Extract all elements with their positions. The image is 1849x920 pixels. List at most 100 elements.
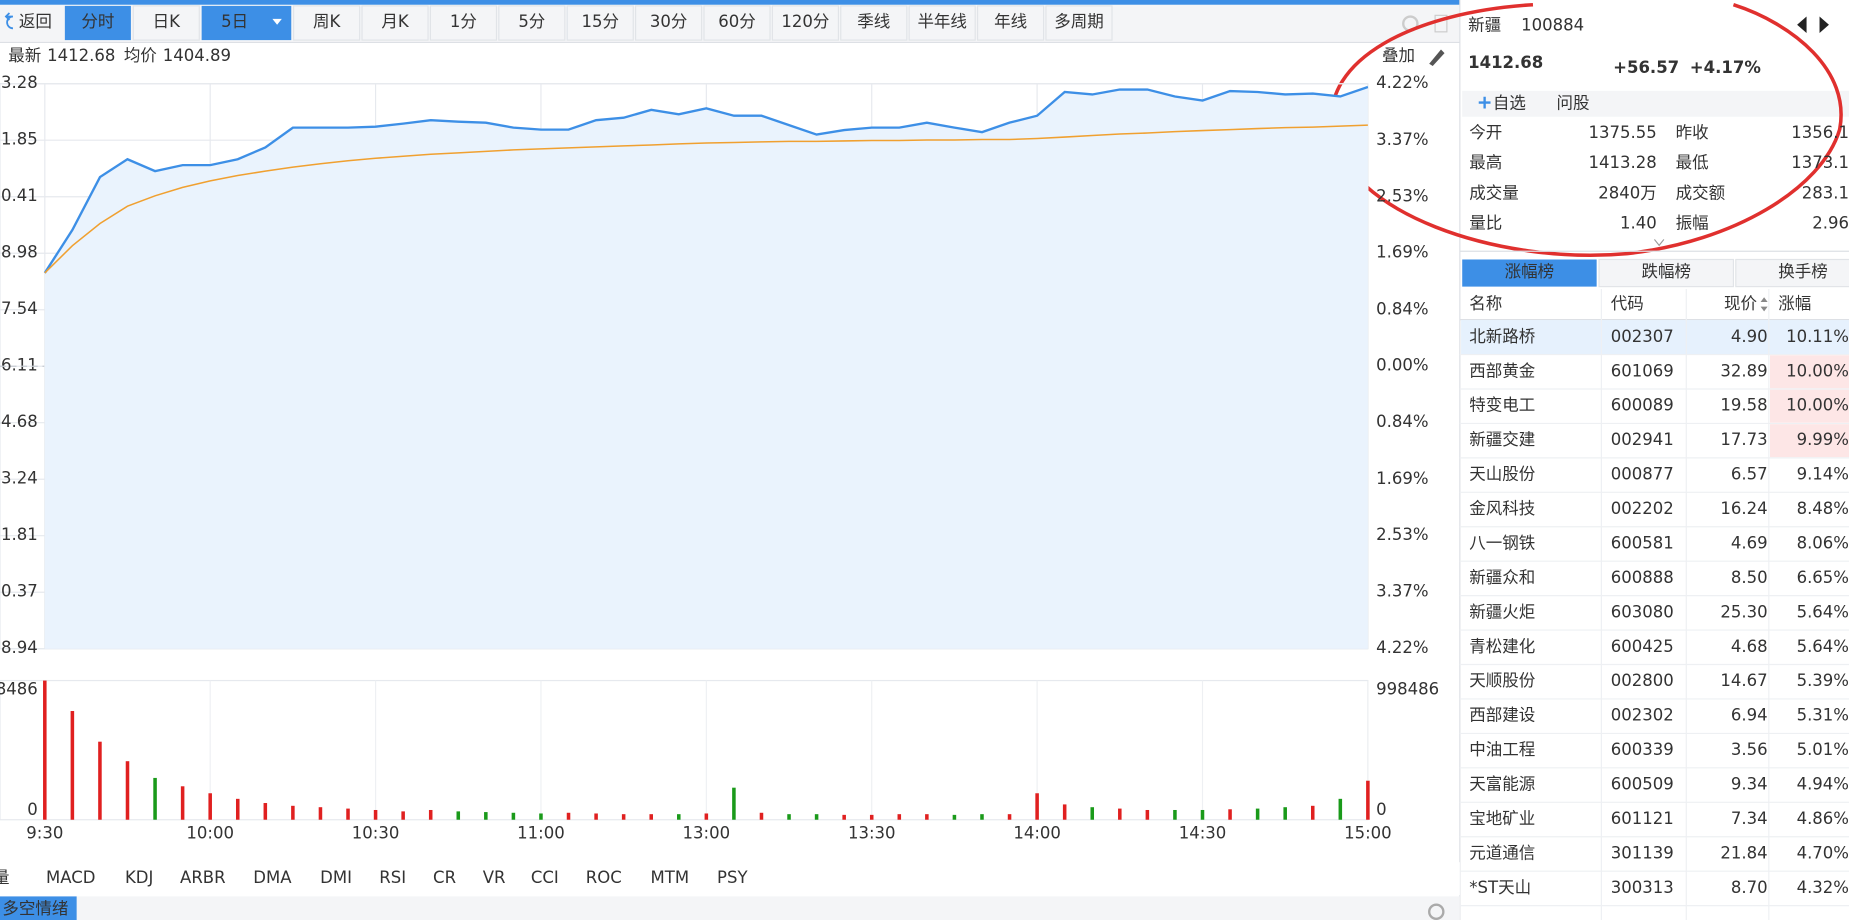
toolbar-tab[interactable] [132,5,200,41]
toolbar-tab-label[interactable]: 15分 [581,12,618,31]
ranking-cell[interactable]: 新疆交建 [1469,430,1535,449]
volume-bar [70,711,75,820]
toolbar-tab[interactable] [498,5,566,41]
ranking-cell[interactable]: 青松建化 [1469,637,1535,656]
indicator-tab[interactable]: MTM [651,868,690,887]
ranking-cell[interactable]: 天山股份 [1469,465,1535,484]
indicator-tab[interactable]: PSY [717,868,748,887]
dropdown-icon[interactable] [272,18,282,25]
ranking-cell: 600089 [1611,396,1674,415]
indicator-tab[interactable]: RSI [379,868,406,887]
ranking-cell[interactable]: 元道通信 [1469,843,1535,862]
column-header[interactable]: 现价 [1724,294,1757,313]
toolbar-tab-label[interactable]: 5分 [518,12,545,31]
column-header[interactable]: 涨幅 [1778,294,1811,313]
indicator-tab[interactable]: KDJ [125,868,153,887]
toolbar-tab[interactable] [1045,5,1113,41]
toolbar-tab-label[interactable]: 1分 [450,12,477,31]
column-header[interactable]: 名称 [1469,294,1502,313]
toolbar-tab[interactable] [976,5,1045,41]
toolbar-tab[interactable] [293,5,361,41]
watchlist-button[interactable]: 自选 [1493,93,1526,112]
column-header[interactable]: 代码 [1611,294,1644,313]
toolbar-tab[interactable] [635,5,703,41]
row-highlight [1461,320,1849,355]
ranking-cell: 5.64% [1797,637,1849,656]
ranking-cell: 601121 [1611,809,1674,828]
toolbar-tab-label[interactable]: 30分 [650,12,687,31]
ranking-cell[interactable]: 金风科技 [1469,499,1535,518]
stat-label: 量比 [1469,214,1502,233]
overlay-button[interactable]: 叠加 [1382,46,1415,65]
indicator-tab[interactable]: VR [483,868,506,887]
ranking-cell[interactable]: 特变电工 [1469,396,1535,415]
ranking-cell[interactable]: 西部黄金 [1469,361,1535,380]
ask-button[interactable]: 问股 [1557,93,1590,112]
latest-label: 最新 [8,46,41,65]
indicator-tab[interactable]: 量 [0,868,9,887]
volume-bar [428,809,433,820]
indicator-tab[interactable]: DMA [253,868,292,887]
ranking-cell[interactable]: 天富能源 [1469,775,1535,794]
expand-icon[interactable] [1653,239,1665,247]
next-icon[interactable] [1819,16,1829,34]
indicator-tab[interactable]: MACD [46,868,95,887]
volume-bar [925,814,929,820]
toolbar-tab-label[interactable]: 120分 [781,12,829,31]
toolbar-tab-label[interactable]: 周K [313,12,341,31]
ranking-tab[interactable] [1598,258,1735,288]
toolbar-tab[interactable] [566,5,634,41]
toolbar-tab-label[interactable]: 多周期 [1054,12,1103,31]
draw-icon[interactable] [1429,49,1445,67]
ranking-cell[interactable]: 宝地矿业 [1469,809,1535,828]
layout-icon[interactable] [1434,14,1448,33]
toolbar-tab-label[interactable]: 半年线 [917,12,966,31]
toolbar-tab-label[interactable]: 年线 [994,12,1027,31]
stat-value: 2.96 [1812,214,1849,233]
toolbar-tab[interactable] [429,5,498,41]
ranking-cell[interactable]: 八一钢铁 [1469,533,1535,552]
back-button[interactable]: 返回 [19,12,52,31]
ranking-tab[interactable] [1462,259,1597,287]
toolbar-tab[interactable] [908,5,976,41]
toolbar-tab-label[interactable]: 月K [381,12,409,31]
volume-bar [125,761,130,820]
toolbar-tab-label[interactable]: 日K [153,12,181,31]
ranking-tab[interactable] [1735,258,1849,288]
toolbar-tab-label[interactable]: 分时 [81,12,114,31]
ranking-cell[interactable]: *ST天山 [1469,878,1531,897]
ranking-tab-label[interactable]: 换手榜 [1778,262,1827,281]
indicator-tab[interactable]: CCI [531,868,559,887]
ranking-cell[interactable]: 中油工程 [1469,740,1535,759]
ranking-cell[interactable]: 北新路桥 [1469,327,1535,346]
sort-icon[interactable] [1760,297,1768,312]
settings-icon[interactable] [1428,903,1445,920]
ranking-cell[interactable]: 天顺股份 [1469,671,1535,690]
ranking-cell[interactable]: 西部建设 [1469,706,1535,725]
toolbar-tab[interactable] [64,5,131,41]
toolbar-tab-label[interactable]: 5日 [221,12,248,31]
volume-bar [484,812,488,820]
toolbar-tab[interactable] [771,5,840,41]
footer-tab[interactable] [0,896,77,920]
indicator-tab[interactable]: ARBR [180,868,226,887]
prev-icon[interactable] [1797,16,1807,34]
toolbar-tab[interactable] [361,5,429,41]
toolbar-tab[interactable] [703,5,771,41]
indicator-tab[interactable]: ROC [586,868,622,887]
toolbar-tab-label[interactable]: 60分 [718,12,755,31]
toolbar-tab[interactable] [840,5,908,41]
ranking-tab-label[interactable]: 跌幅榜 [1641,262,1690,281]
ranking-cell: 5.01% [1797,740,1849,759]
toolbar-tab-label[interactable]: 季线 [857,12,890,31]
ranking-cell[interactable]: 新疆火炬 [1469,602,1535,621]
ranking-cell: 9.14% [1797,465,1849,484]
ranking-cell[interactable]: 新疆众和 [1469,568,1535,587]
ranking-tab-label[interactable]: 涨幅榜 [1505,262,1554,281]
x-tick-label: 14:30 [1179,823,1227,842]
indicator-tab[interactable]: CR [433,868,456,887]
footer-tab-label[interactable]: 多空情绪 [2,899,68,918]
avg-label: 均价 [124,46,157,65]
indicator-tab[interactable]: DMI [320,868,352,887]
